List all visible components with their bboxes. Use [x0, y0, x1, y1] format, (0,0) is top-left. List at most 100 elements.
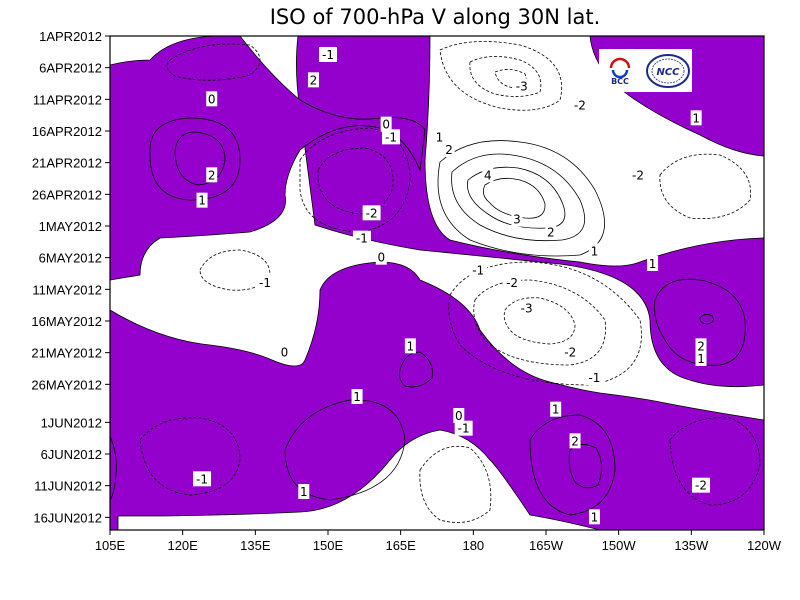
contour-label: 1: [436, 130, 444, 144]
x-tick-label: 150W: [602, 538, 637, 553]
contour-neg-c-2: [473, 279, 606, 366]
contour-label: 2: [310, 73, 318, 87]
contour-neg-nw-1: [166, 43, 261, 81]
contour-label: -2: [695, 479, 707, 493]
contour-label-box: [503, 275, 522, 290]
contour-label: 1: [649, 257, 657, 271]
contour-lines: [149, 117, 746, 516]
contour-label: -1: [196, 472, 208, 486]
contour-pos-center-1: [437, 140, 605, 257]
contour-label: -1: [259, 276, 271, 290]
contour-label-box: [585, 370, 604, 385]
contour-label-box: [404, 338, 416, 354]
y-tick-label: 26APR2012: [32, 187, 102, 202]
bcc-logo: BCC: [609, 57, 631, 86]
contour-pos-south-4: [568, 444, 602, 489]
contour-label-box: [482, 167, 494, 183]
contour-label-box: [692, 477, 711, 493]
contour-label: 2: [571, 434, 579, 448]
contour-label-box: [362, 205, 381, 221]
ncc-logo: NCC: [646, 54, 690, 88]
contour-label: 1: [591, 510, 599, 524]
contour-label-box: [193, 471, 212, 487]
contour-label: -2: [366, 206, 378, 220]
contour-label: -1: [472, 263, 484, 277]
contour-label: 1: [353, 390, 361, 404]
x-tick-label: 165E: [385, 538, 416, 553]
contour-label: 4: [484, 168, 492, 182]
contour-label: 1: [407, 339, 415, 353]
contour-neg-mid-2: [317, 147, 394, 215]
contour-label-box: [629, 167, 648, 183]
contour-label: 0: [377, 251, 385, 265]
contour-label-box: [443, 142, 455, 157]
contour-label: -2: [506, 276, 518, 290]
contour-label-box: [511, 211, 523, 227]
contour-label: 0: [208, 92, 216, 106]
contour-label-box: [433, 129, 445, 145]
x-tick-label: 180: [462, 538, 484, 553]
y-tick-label: 1APR2012: [39, 29, 102, 44]
contour-label-box: [381, 129, 400, 145]
contour-label: -2: [574, 99, 586, 113]
contour-label: -3: [516, 80, 528, 94]
contour-label-box: [469, 262, 488, 278]
contour-label-box: [570, 97, 589, 113]
contour-label: -2: [564, 346, 576, 360]
contour-label: 0: [281, 346, 289, 360]
contour-neg-mid-1: [299, 127, 411, 233]
y-tick-label: 21APR2012: [32, 156, 102, 171]
contour-neg-wmid-1: [199, 249, 271, 291]
contour-neg-n-2: [469, 56, 542, 97]
contour-label: -1: [356, 232, 368, 246]
contour-label: 1: [692, 111, 700, 125]
contour-label-box: [351, 389, 363, 404]
contour-label-box: [512, 78, 531, 94]
bcc-logo-text: BCC: [611, 77, 629, 86]
contour-label-box: [695, 351, 707, 366]
y-tick-label: 11APR2012: [33, 92, 102, 107]
x-tick-label: 105E: [95, 538, 126, 553]
contour-pos-south-3: [529, 414, 616, 516]
contour-pos-west-2: [174, 131, 226, 186]
y-tick-label: 16MAY2012: [31, 314, 102, 329]
contour-label: -1: [322, 48, 334, 62]
contour-neg-e-1: [659, 153, 752, 219]
fill-region-south-central: [109, 261, 765, 531]
contour-label-box: [206, 91, 218, 107]
contour-pos-west-1: [149, 117, 241, 201]
contour-pos-center-4: [482, 177, 546, 219]
contour-label-box: [256, 275, 275, 290]
contour-label-box: [454, 420, 473, 436]
x-tick-label: 120W: [747, 538, 782, 553]
plot-frame: [109, 35, 765, 531]
contour-label-box: [588, 509, 600, 525]
contour-label-box: [375, 249, 387, 265]
y-tick-label: 6APR2012: [39, 61, 102, 76]
y-axis-ticks: 1APR2012 6APR2012 11APR2012 16APR2012 21APR2…: [31, 29, 110, 525]
fill-region-left-edge-south: [109, 435, 117, 502]
contour-pos-east-1: [654, 278, 746, 366]
contour-label-box: [569, 433, 581, 449]
contour-label: 0: [455, 409, 463, 423]
y-tick-label: 11JUN2012: [34, 479, 102, 494]
contour-labels: -102120-1-2-1-3-21-21243210-1-2-3-2-11-1…: [193, 47, 711, 525]
contour-label-box: [307, 72, 319, 88]
contour-label: 1: [697, 352, 705, 366]
contour-label-box: [319, 47, 337, 62]
contour-neg-sw-1: [139, 417, 241, 496]
y-tick-label: 16APR2012: [32, 124, 102, 139]
contour-label-box: [550, 401, 562, 417]
contour-label-box: [695, 338, 707, 354]
contour-label: 2: [445, 143, 453, 157]
contour-label: 1: [591, 244, 599, 258]
contour-label: 2: [547, 225, 555, 239]
chart-title: ISO of 700-hPa V along 30N lat.: [270, 5, 601, 29]
contour-neg-s-1: [419, 445, 492, 523]
y-tick-label: 26MAY2012: [31, 377, 102, 392]
contour-label: -1: [458, 422, 470, 436]
negative-contour-lines: [139, 41, 761, 523]
contour-label-box: [298, 484, 310, 499]
contour-label-box: [588, 243, 600, 259]
